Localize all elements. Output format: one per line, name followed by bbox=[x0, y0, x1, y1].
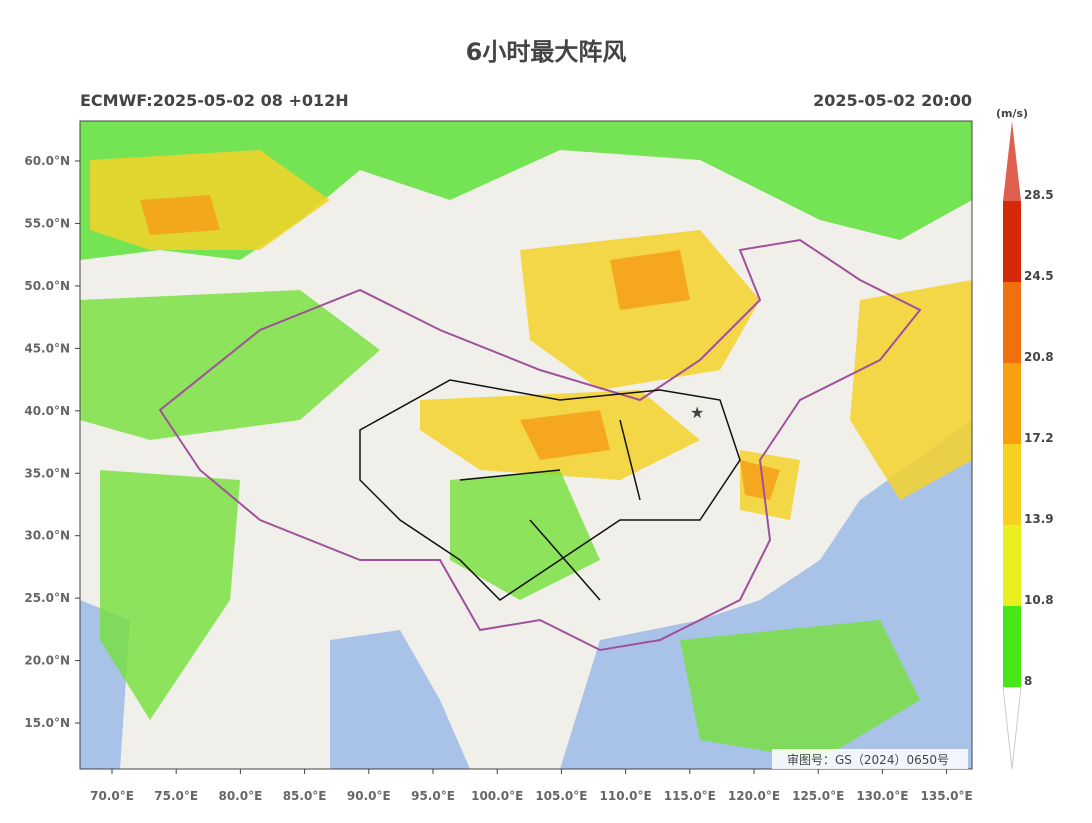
approval-bg bbox=[772, 749, 968, 769]
colorbar-segment bbox=[1003, 282, 1021, 363]
lat-tick-label: 50.0°N bbox=[24, 279, 70, 293]
colorbar-label: 17.2 bbox=[1024, 431, 1054, 445]
model-run: ECMWF:2025-05-02 08 +012H bbox=[80, 91, 349, 110]
lat-tick-label: 15.0°N bbox=[24, 716, 70, 730]
colorbar-unit: (m/s) bbox=[996, 107, 1028, 120]
colorbar-segment bbox=[1003, 201, 1021, 282]
lon-tick-label: 70.0°E bbox=[90, 789, 134, 803]
lat-tick-label: 35.0°N bbox=[24, 466, 70, 480]
lat-tick-label: 45.0°N bbox=[24, 341, 70, 355]
lon-tick-label: 135.0°E bbox=[921, 789, 973, 803]
lon-tick-label: 115.0°E bbox=[664, 789, 716, 803]
colorbar-label: 28.5 bbox=[1024, 188, 1054, 202]
colorbar-under bbox=[1002, 686, 1022, 770]
colorbar: 8 10.8 13.9 17.2 20.8 24.5 28.5 bbox=[1002, 121, 1054, 770]
map: ★ bbox=[80, 121, 972, 769]
approval: 审图号：GS（2024）0650号 bbox=[787, 752, 949, 767]
colorbar-label: 24.5 bbox=[1024, 269, 1054, 283]
lon-tick-label: 120.0°E bbox=[728, 789, 780, 803]
colorbar-label: 10.8 bbox=[1024, 593, 1054, 607]
lon-tick-label: 85.0°E bbox=[283, 789, 327, 803]
colorbar-label: 20.8 bbox=[1024, 350, 1054, 364]
colorbar-segment bbox=[1003, 525, 1021, 606]
lat-tick-label: 30.0°N bbox=[24, 529, 70, 543]
capital-marker: ★ bbox=[690, 403, 704, 422]
colorbar-label: 8 bbox=[1024, 674, 1032, 688]
lon-tick-label: 75.0°E bbox=[154, 789, 198, 803]
colorbar-over bbox=[1003, 121, 1021, 201]
lon-tick-label: 105.0°E bbox=[535, 789, 587, 803]
lat-tick-label: 55.0°N bbox=[24, 216, 70, 230]
lon-tick-label: 80.0°E bbox=[218, 789, 262, 803]
axes: 60.0°N 55.0°N 50.0°N 45.0°N 40.0°N 35.0°N 30.0… bbox=[24, 154, 972, 803]
title: 6小时最大阵风 bbox=[466, 38, 627, 66]
lon-tick-label: 100.0°E bbox=[471, 789, 523, 803]
lon-tick-label: 90.0°E bbox=[347, 789, 391, 803]
lat-tick-label: 40.0°N bbox=[24, 404, 70, 418]
lat-tick-label: 25.0°N bbox=[24, 591, 70, 605]
map-frame bbox=[79, 120, 973, 770]
valid-time: 2025-05-02 20:00 bbox=[813, 91, 972, 110]
colorbar-segment bbox=[1003, 444, 1021, 525]
colorbar-segment bbox=[1003, 606, 1021, 687]
lon-tick-label: 125.0°E bbox=[792, 789, 844, 803]
lon-tick-label: 130.0°E bbox=[856, 789, 908, 803]
lat-tick-label: 60.0°N bbox=[24, 154, 70, 168]
colorbar-segment bbox=[1003, 363, 1021, 444]
lon-tick-label: 95.0°E bbox=[411, 789, 455, 803]
colorbar-label: 13.9 bbox=[1024, 512, 1054, 526]
lon-tick-label: 110.0°E bbox=[600, 789, 652, 803]
lat-tick-label: 20.0°N bbox=[24, 654, 70, 668]
